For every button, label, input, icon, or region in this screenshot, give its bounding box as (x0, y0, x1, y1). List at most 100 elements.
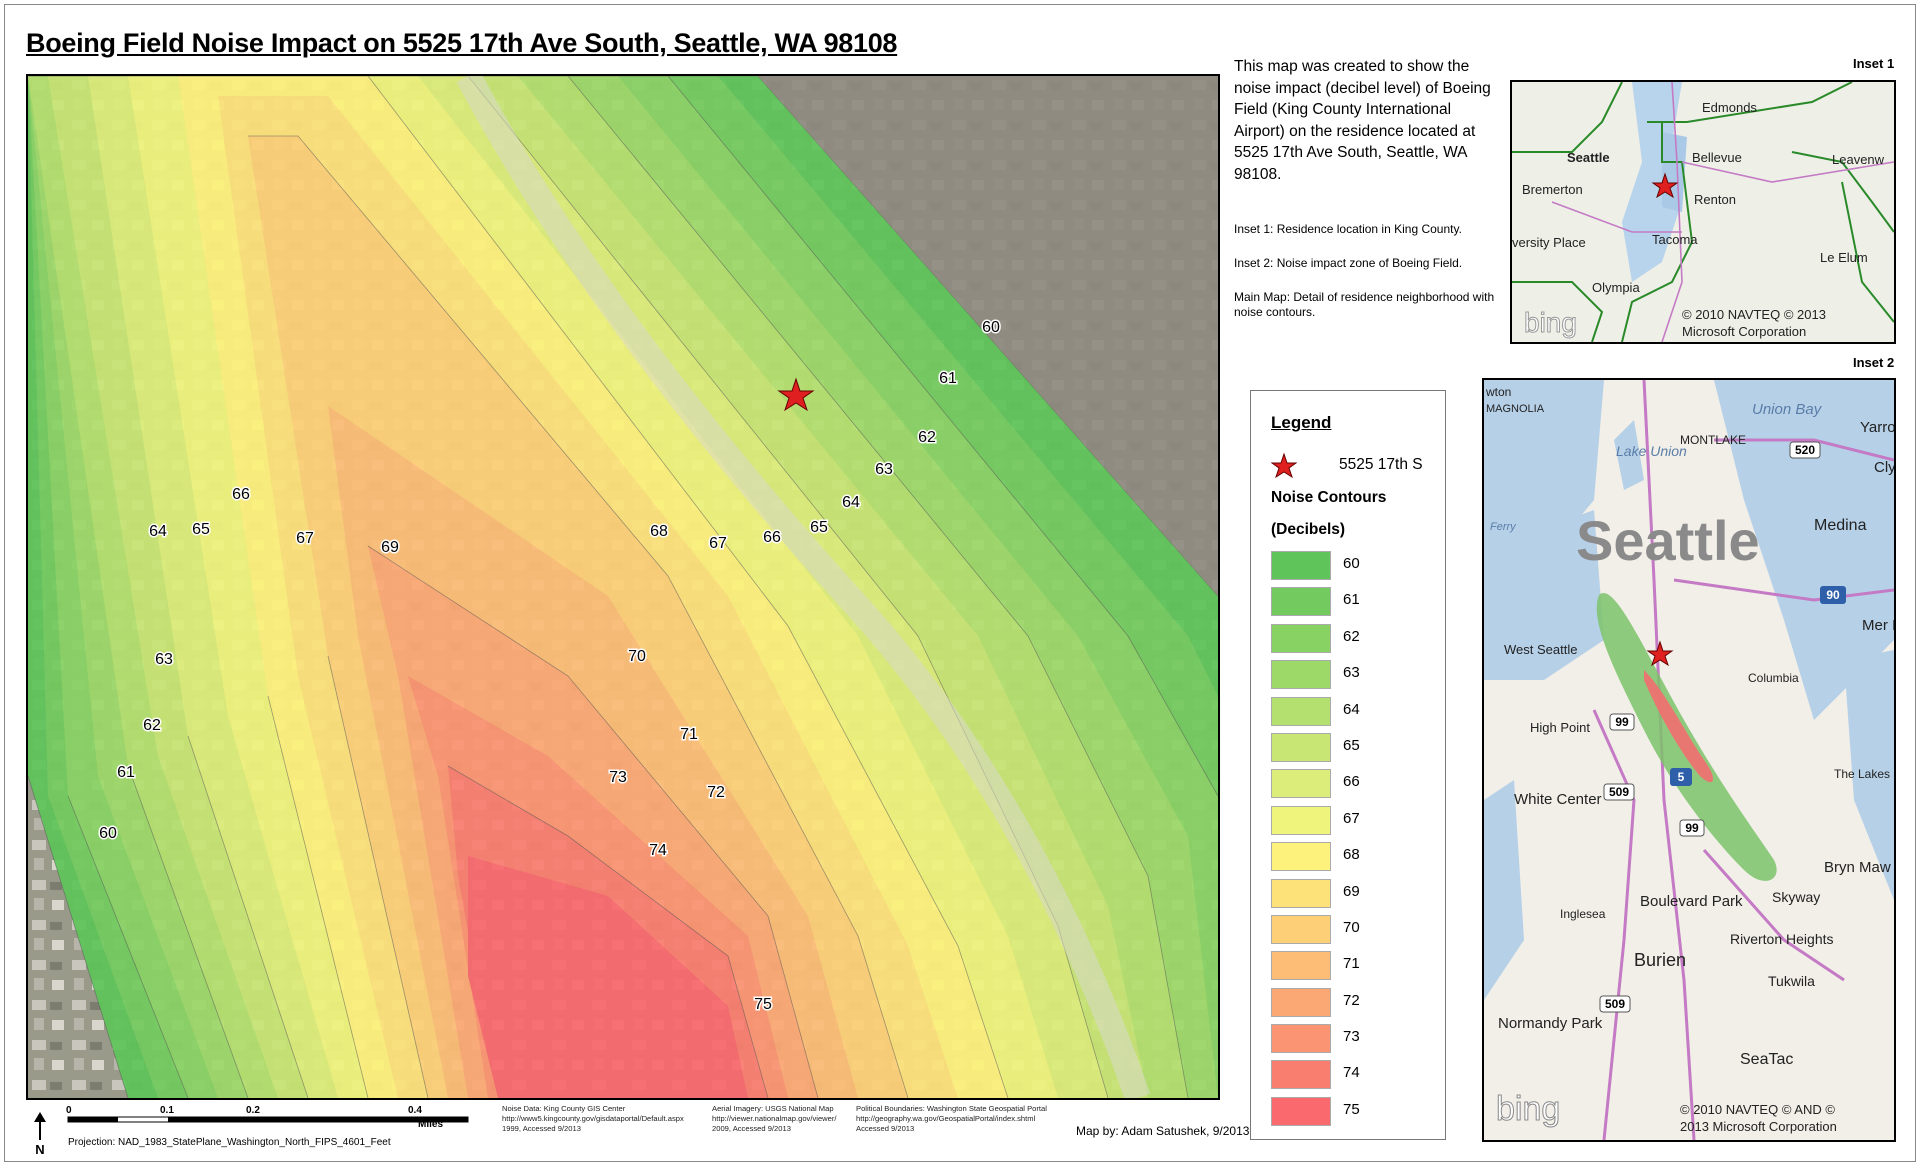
legend-value: 60 (1343, 555, 1360, 572)
inset1-map[interactable]: Edmonds Seattle Bellevue Leavenw Bremert… (1510, 80, 1896, 344)
place-olympia: Olympia (1592, 280, 1640, 295)
place-medina: Medina (1814, 517, 1867, 534)
contour-label: 60 (99, 825, 117, 842)
scale-tick-0-1: 0.1 (160, 1105, 174, 1116)
place-university-place: versity Place (1512, 235, 1586, 250)
contour-label: 63 (155, 651, 173, 668)
legend-value: 62 (1343, 627, 1360, 645)
legend-swatches: 60 61 62 63 64 65 66 67 68 69 70 71 72 73 74 75 (1271, 551, 1431, 1133)
projection-text: Projection: NAD_1983_StatePlane_Washingt… (68, 1137, 391, 1148)
scale-tick-0-4: 0.4 (408, 1105, 422, 1116)
residence-marker[interactable] (777, 377, 815, 412)
contour-lines (28, 76, 1218, 1098)
legend-item-74: 74 (1271, 1060, 1431, 1090)
place-high-point: High Point (1530, 720, 1590, 735)
place-riverton-heights: Riverton Heights (1730, 931, 1834, 947)
legend-units: (Decibels) (1271, 521, 1346, 538)
contour-label: 66 (232, 486, 250, 503)
scale-unit: Miles (418, 1119, 443, 1130)
legend-swatch (1271, 587, 1331, 617)
legend-value: 74 (1343, 1064, 1360, 1082)
inset2-label: Inset 2 (1853, 355, 1895, 370)
inset2-noise-core (1644, 670, 1714, 783)
source-noise-line3: 1999, Accessed 9/2013 (502, 1124, 581, 1133)
place-edmonds: Edmonds (1702, 100, 1757, 115)
legend-item-65: 65 (1271, 732, 1431, 762)
place-seattle: Seattle (1576, 509, 1760, 572)
scale-bar: 0 0.1 0.2 0.4 Miles Projection: NAD_1983… (66, 1105, 469, 1148)
legend-value: 75 (1343, 1100, 1360, 1118)
legend-swatch (1271, 660, 1331, 690)
place-bremerton: Bremerton (1522, 182, 1583, 197)
contour-label: 64 (149, 523, 167, 540)
roads (1551, 82, 1894, 342)
lake-washington-south (1844, 650, 1894, 900)
inset1-canvas: Edmonds Seattle Bellevue Leavenw Bremert… (1512, 82, 1894, 342)
place-seattle: Seattle (1567, 150, 1610, 165)
source-aerial-imagery: Aerial Imagery: USGS National Map http:/… (712, 1104, 837, 1134)
legend-item-63: 63 (1271, 660, 1431, 690)
place-lake-union: Lake Union (1616, 443, 1687, 459)
road-509-north: 509 (1609, 785, 1629, 799)
source-political-line2: http://geography.wa.gov/GeospatialPortal… (856, 1114, 1036, 1123)
legend-swatch (1271, 551, 1331, 580)
scale-tick-0: 0 (66, 1105, 72, 1116)
inset1-residence-marker (1651, 172, 1679, 199)
place-magnolia: MAGNOLIA (1486, 403, 1545, 415)
legend-item-62: 62 (1271, 623, 1431, 653)
legend-swatch (1271, 951, 1331, 981)
contour-label: 61 (939, 370, 957, 387)
legend-item-68: 68 (1271, 842, 1431, 872)
contour-label: 65 (810, 519, 828, 536)
place-normandy-park: Normandy Park (1498, 1015, 1603, 1032)
legend-item-71: 71 (1271, 951, 1431, 981)
place-bellevue: Bellevue (1692, 150, 1742, 165)
contour-label: 71 (680, 726, 698, 743)
contour-label: 73 (609, 769, 627, 786)
legend-value: 61 (1343, 591, 1360, 609)
place-montlake: MONTLAKE (1680, 433, 1746, 447)
place-tukwila: Tukwila (1768, 973, 1815, 989)
legend-item-64: 64 (1271, 696, 1431, 726)
inset1-copyright-1: © 2010 NAVTEQ © 2013 (1682, 307, 1826, 322)
contour-label: 65 (192, 521, 210, 538)
map-title: Boeing Field Noise Impact on 5525 17th A… (26, 28, 898, 58)
legend-swatch (1271, 769, 1331, 799)
place-tacoma: Tacoma (1652, 232, 1698, 247)
legend-value: 64 (1343, 700, 1360, 718)
legend-value: 71 (1343, 955, 1360, 973)
contour-label: 66 (763, 529, 781, 546)
legend-swatch (1271, 1096, 1331, 1126)
inset2-map[interactable]: wton MAGNOLIA Union Bay Yarro Lake Union… (1482, 378, 1896, 1142)
note-inset2: Inset 2: Noise impact zone of Boeing Fie… (1234, 256, 1463, 270)
inset2-copyright-2: 2013 Microsoft Corporation (1680, 1119, 1837, 1134)
place-union-bay: Union Bay (1752, 401, 1823, 418)
main-map-canvas: 60 61 62 63 64 65 66 67 68 66 67 69 64 65 63 62 61 60 70 71… (28, 76, 1218, 1098)
source-noise-data: Noise Data: King County GIS Center http:… (502, 1104, 684, 1134)
contour-label: 72 (707, 784, 725, 801)
main-map[interactable]: 60 61 62 63 64 65 66 67 68 66 67 69 64 65 63 62 61 60 70 71… (26, 74, 1220, 1100)
road-509-south: 509 (1605, 997, 1625, 1011)
scale-tick-0-2: 0.2 (246, 1105, 260, 1116)
legend-swatch (1271, 878, 1331, 908)
source-political-line3: Accessed 9/2013 (856, 1124, 915, 1133)
place-cle-elum: Le Elum (1820, 250, 1868, 265)
legend-item-73: 73 (1271, 1024, 1431, 1054)
legend-item-61: 61 (1271, 587, 1431, 617)
legend-contours-title: Noise Contours (1271, 489, 1387, 506)
elliott-bay (1484, 510, 1604, 680)
legend-value: 73 (1343, 1028, 1360, 1046)
place-columbia: Columbia (1748, 671, 1799, 685)
legend-swatch (1271, 696, 1331, 726)
road-5: 5 (1678, 770, 1685, 784)
legend-swatch (1271, 805, 1331, 835)
legend-value: 65 (1343, 736, 1360, 754)
legend-residence-label: 5525 17th S (1339, 456, 1423, 473)
contour-label: 64 (842, 494, 860, 511)
place-west-seattle: West Seattle (1504, 642, 1577, 657)
contour-label: 67 (296, 530, 314, 547)
inset1-label: Inset 1 (1853, 56, 1895, 71)
source-political-line1: Political Boundaries: Washington State G… (856, 1104, 1047, 1113)
inset1-bing-logo: bing (1524, 307, 1577, 338)
inset2-roads (1592, 380, 1894, 1140)
